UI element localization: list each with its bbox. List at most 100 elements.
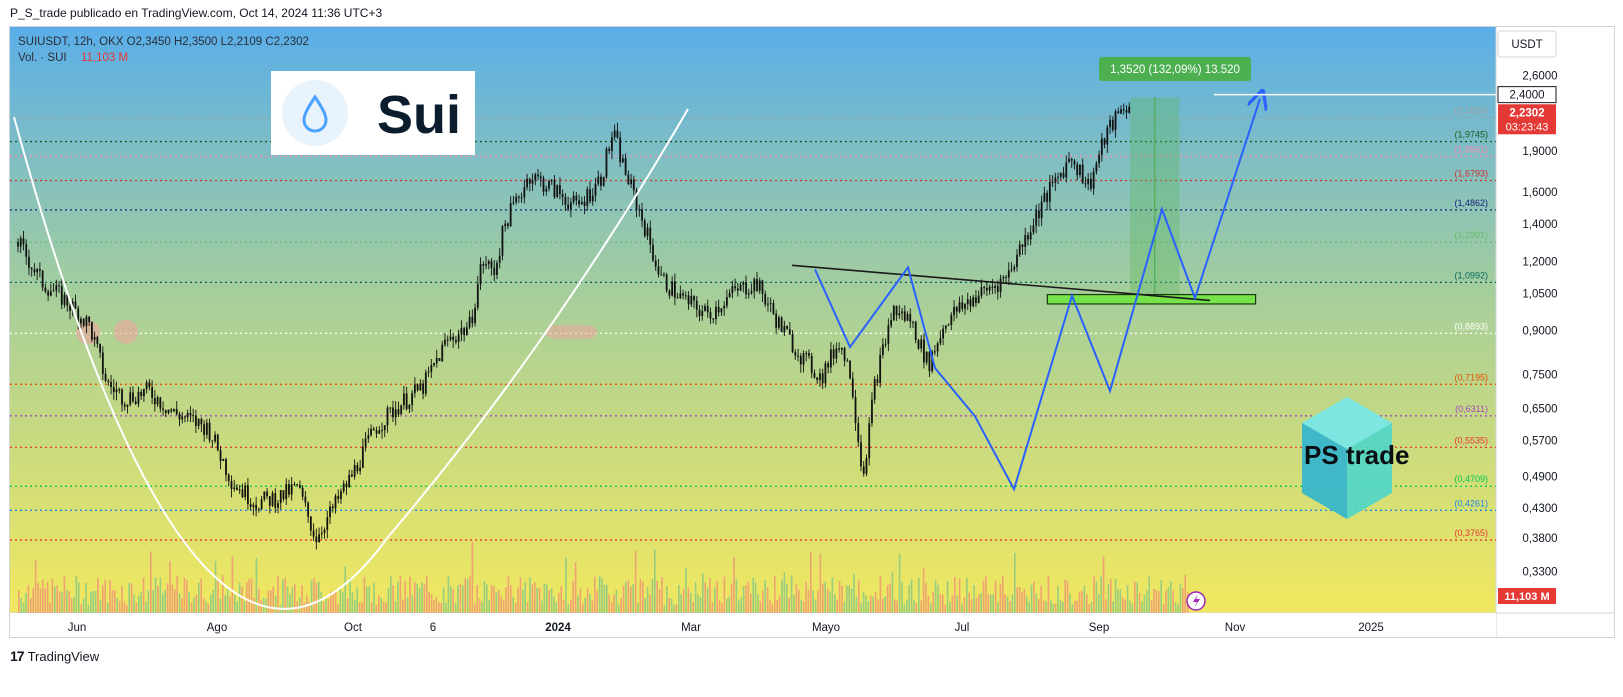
volume-bar (313, 578, 315, 613)
volume-bar (373, 582, 375, 613)
candle-body (942, 328, 945, 339)
volume-bar (783, 572, 786, 613)
volume-bar (618, 604, 620, 613)
fib-label: (0,7195) (1454, 372, 1488, 382)
candle-body (498, 255, 501, 263)
candle-body (810, 355, 813, 373)
volume-bar (390, 576, 392, 613)
candle-body (657, 266, 660, 275)
fib-label: (2,1826) (1454, 105, 1488, 115)
candle-body (299, 485, 301, 488)
volume-bar (181, 598, 183, 613)
volume-bar (867, 600, 870, 613)
volume-bar (704, 582, 706, 613)
time-axis: Jun Ago Oct 6 2024 Mar Mayo Jul Sep Nov 2025 (68, 622, 1384, 634)
candle-body (474, 307, 476, 324)
lightning-icon[interactable] (1186, 591, 1206, 611)
volume-bar (1148, 576, 1150, 613)
volume-bar (882, 598, 884, 613)
volume-bar (642, 581, 644, 613)
volume-bar (229, 596, 231, 613)
candle-body (211, 440, 214, 442)
volume-bar (870, 595, 872, 613)
volume-bar (675, 604, 678, 613)
candle-body (649, 227, 652, 245)
price-chart[interactable]: (2,1826) (1,9745) (1,8561) (1,6793) (1,4862)… (10, 27, 1614, 637)
volume-bar (78, 582, 80, 613)
candle-body (602, 177, 605, 186)
volume-bar (116, 598, 118, 613)
current-price-box (1498, 104, 1556, 135)
candle-body (621, 158, 624, 163)
volume-bar (1035, 593, 1038, 613)
volume-bar (1110, 578, 1112, 613)
candle-body (862, 466, 865, 474)
volume-bar (901, 582, 903, 613)
candle-body (192, 415, 195, 417)
candle-body (627, 174, 630, 185)
candle-body (819, 373, 821, 381)
volume-bar (63, 576, 66, 613)
candle-body (556, 185, 559, 197)
volume-bar (1184, 575, 1186, 613)
candle-body (52, 290, 55, 292)
volume-bar (176, 576, 178, 613)
volume-bar (1162, 604, 1165, 613)
volume-bar (879, 575, 882, 613)
volume-bar (606, 584, 608, 613)
candle-body (361, 446, 364, 468)
candle-body (939, 338, 942, 344)
volume-bar (812, 590, 814, 613)
candle-body (476, 284, 479, 308)
candle-body (482, 264, 485, 266)
candle-body (553, 180, 556, 197)
candle-body (756, 279, 758, 291)
volume-bar (27, 585, 30, 613)
volume-bar (714, 587, 716, 613)
volume-bar (625, 581, 627, 613)
candle-body (1076, 164, 1079, 176)
candle-body (611, 137, 613, 151)
volume-bar (586, 588, 589, 613)
candle-body (159, 397, 162, 409)
volume-bar (430, 594, 433, 613)
candle-body (775, 313, 778, 328)
candle-body (1114, 111, 1117, 130)
volume-bar (22, 602, 25, 613)
tradingview-footer[interactable]: 17 TradingView (10, 648, 99, 664)
candle-body (77, 308, 80, 324)
candle-body (312, 530, 315, 537)
candle-body (887, 325, 890, 344)
volume-bar (874, 592, 877, 613)
rim-marker (545, 325, 597, 339)
candle-body (797, 355, 799, 357)
candle-body (564, 196, 567, 205)
volume-bar (416, 583, 418, 613)
volume-bar (658, 589, 661, 613)
volume-bar (505, 587, 507, 613)
volume-bar (709, 578, 711, 613)
fib-label: (1,2991) (1454, 230, 1488, 240)
candle-body (728, 293, 731, 298)
currency-button[interactable]: USDT (1497, 30, 1557, 58)
fib-label: (0,8893) (1454, 321, 1488, 331)
volume-bar (334, 591, 337, 613)
candle-body (260, 499, 263, 510)
candle-body (66, 294, 69, 306)
volume-bar (802, 601, 805, 613)
volume-bar (157, 585, 159, 613)
volume-bar (610, 601, 613, 613)
volume-bar (222, 574, 224, 613)
volume-bar (325, 598, 327, 613)
volume-bar (1129, 600, 1131, 613)
volume-bar (546, 584, 548, 613)
candle-body (1038, 210, 1040, 219)
candle-body (422, 383, 424, 394)
candle-body (186, 412, 189, 418)
volume-bar (1014, 552, 1016, 613)
candle-body (1079, 164, 1081, 176)
fib-label: (0,4709) (1454, 474, 1488, 484)
candle-body (879, 354, 882, 383)
volume-bar (478, 598, 481, 613)
volume-bar (519, 577, 522, 613)
